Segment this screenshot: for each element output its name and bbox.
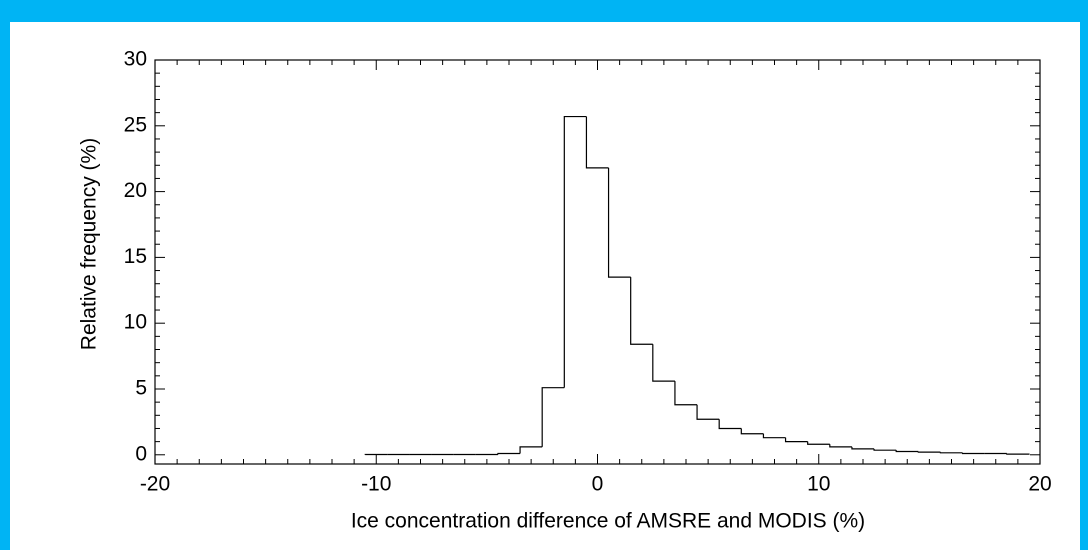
- histogram-bar: [519, 446, 543, 454]
- y-tick-label: 25: [124, 113, 147, 136]
- chart: Ice concentration difference of AMSRE an…: [78, 48, 1052, 533]
- histogram-bar: [541, 387, 565, 447]
- histogram-bar: [696, 404, 720, 420]
- histogram-bar: [961, 452, 985, 455]
- y-tick-label: 30: [124, 48, 147, 71]
- x-tick-label: -10: [361, 473, 391, 496]
- y-tick-label: 20: [124, 179, 147, 202]
- y-tick-label: 0: [135, 442, 147, 465]
- histogram-bar: [718, 419, 742, 430]
- histogram-bar: [740, 428, 764, 435]
- histogram-bar: [784, 437, 808, 443]
- x-tick-label: -20: [140, 473, 170, 496]
- y-tick-label: 10: [124, 311, 147, 334]
- y-axis-label: Relative frequency (%): [78, 138, 101, 350]
- histogram-bar: [607, 167, 631, 278]
- x-tick-label: 0: [592, 473, 604, 496]
- histogram-bar: [851, 446, 875, 450]
- histogram-bar: [917, 451, 941, 453]
- plot-frame: Ice concentration difference of AMSRE an…: [10, 22, 1080, 550]
- histogram-bar: [939, 452, 963, 454]
- y-tick-label: 5: [135, 377, 147, 400]
- x-tick-label: 10: [807, 473, 830, 496]
- histogram-bar: [895, 450, 919, 453]
- plot-box: [154, 59, 1041, 465]
- histogram-bar: [585, 116, 609, 169]
- x-axis-label: Ice concentration difference of AMSRE an…: [351, 510, 865, 533]
- histogram-bar: [762, 433, 786, 439]
- histogram-bar: [1006, 453, 1030, 455]
- histogram-bar: [630, 277, 653, 345]
- histogram-bar: [807, 441, 830, 445]
- histogram-bar: [497, 452, 521, 455]
- histogram-bar: [674, 381, 698, 406]
- y-tick-label: 15: [124, 245, 147, 268]
- histogram-bar: [829, 444, 852, 448]
- histogram-bar: [652, 344, 675, 382]
- histogram-bar: [563, 115, 587, 388]
- histogram-bar: [873, 448, 897, 451]
- x-tick-label: 20: [1028, 473, 1051, 496]
